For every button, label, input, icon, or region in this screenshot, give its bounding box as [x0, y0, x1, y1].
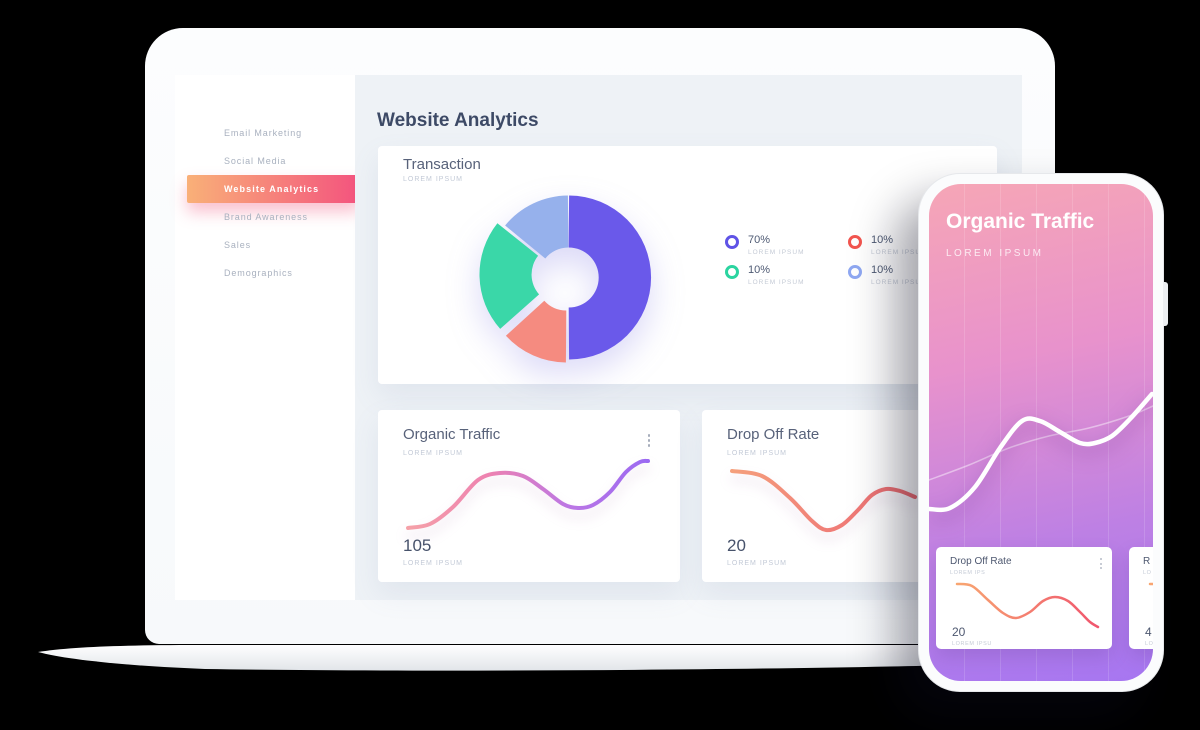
transaction-card: Transaction LOREM IPSUM 70% LOREM IPSUM …: [378, 146, 997, 384]
drop-off-line-chart: [730, 469, 917, 533]
organic-traffic-card: Organic Traffic LOREM IPSUM 105 LOREM IP…: [378, 410, 680, 582]
legend-item: 10% LOREM IPSUM: [848, 234, 928, 256]
phone-secondary-line-chart: [929, 405, 1153, 481]
legend-item: 70% LOREM IPSUM: [725, 234, 805, 256]
phone-main-line-chart: [929, 391, 1153, 513]
sidebar-item-brand-awareness[interactable]: Brand Awareness: [224, 212, 308, 222]
kebab-menu-icon[interactable]: [1096, 558, 1106, 569]
card-title: R: [1143, 556, 1151, 567]
phone-partial-card: R LO 4 LO: [1129, 547, 1153, 649]
laptop-mockup: Email Marketing Social Media Website Ana…: [145, 28, 1055, 644]
laptop-base: [38, 645, 1044, 671]
legend-ring-icon: [725, 265, 739, 279]
metric-label: LOREM IPSUM: [727, 560, 788, 567]
card-subtitle: LOREM IPSUM: [403, 450, 464, 457]
metric-value: 4: [1145, 625, 1152, 639]
metric-value: 105: [403, 536, 432, 555]
legend-item: 10% LOREM IPSUM: [848, 264, 928, 286]
metric-label: LO: [1145, 641, 1153, 647]
legend-value: 10%: [748, 264, 771, 276]
card-title: Drop Off Rate: [727, 426, 820, 443]
legend-ring-icon: [848, 265, 862, 279]
donut-chart: [479, 195, 652, 363]
sidebar-item-sales[interactable]: Sales: [224, 240, 252, 250]
phone-side-button: [1163, 282, 1168, 326]
sidebar-item-demographics[interactable]: Demographics: [224, 268, 293, 278]
legend-label: LOREM IPSUM: [748, 249, 805, 256]
main-content: Website Analytics Transaction LOREM IPSU…: [355, 75, 1022, 600]
legend-value: 70%: [748, 234, 771, 246]
card-subtitle: LO: [1143, 570, 1152, 576]
legend-label: LOREM IPSUM: [871, 249, 928, 256]
phone-page-title: Organic Traffic: [946, 210, 1095, 233]
legend-ring-icon: [848, 235, 862, 249]
card-subtitle: LOREM IPS: [950, 570, 986, 576]
sidebar: Email Marketing Social Media Website Ana…: [175, 75, 360, 600]
card-title: Drop Off Rate: [950, 556, 1012, 567]
organic-traffic-line-chart: [406, 458, 650, 530]
metric-label: LOREM IPSUM: [403, 560, 464, 567]
sidebar-item-email-marketing[interactable]: Email Marketing: [224, 128, 303, 138]
legend-item: 10% LOREM IPSUM: [725, 264, 805, 286]
card-subtitle: LOREM IPSUM: [727, 450, 788, 457]
legend-label: LOREM IPSUM: [871, 279, 928, 286]
phone-drop-off-line-chart: [955, 582, 1100, 629]
metric-value: 20: [952, 625, 966, 639]
sidebar-item-social-media[interactable]: Social Media: [224, 156, 287, 166]
legend-value: 10%: [871, 234, 894, 246]
phone-page-subtitle: LOREM IPSUM: [946, 248, 1044, 259]
metric-value: 20: [727, 536, 746, 555]
metric-label: LOREM IPSU: [952, 641, 992, 647]
page-title: Website Analytics: [377, 109, 539, 131]
phone-drop-off-card: Drop Off Rate LOREM IPS 20 LOREM IPSU: [936, 547, 1112, 649]
phone-screen: Organic Traffic LOREM IPSUM Drop Off Rat…: [929, 184, 1153, 681]
legend-label: LOREM IPSUM: [748, 279, 805, 286]
legend-value: 10%: [871, 264, 894, 276]
legend-ring-icon: [725, 235, 739, 249]
card-title: Organic Traffic: [403, 426, 501, 443]
sidebar-item-website-analytics[interactable]: Website Analytics: [187, 175, 360, 203]
phone-mockup: Organic Traffic LOREM IPSUM Drop Off Rat…: [918, 173, 1168, 692]
card-title: Transaction: [403, 156, 481, 173]
kebab-menu-icon[interactable]: [644, 434, 654, 447]
card-subtitle: LOREM IPSUM: [403, 176, 464, 183]
